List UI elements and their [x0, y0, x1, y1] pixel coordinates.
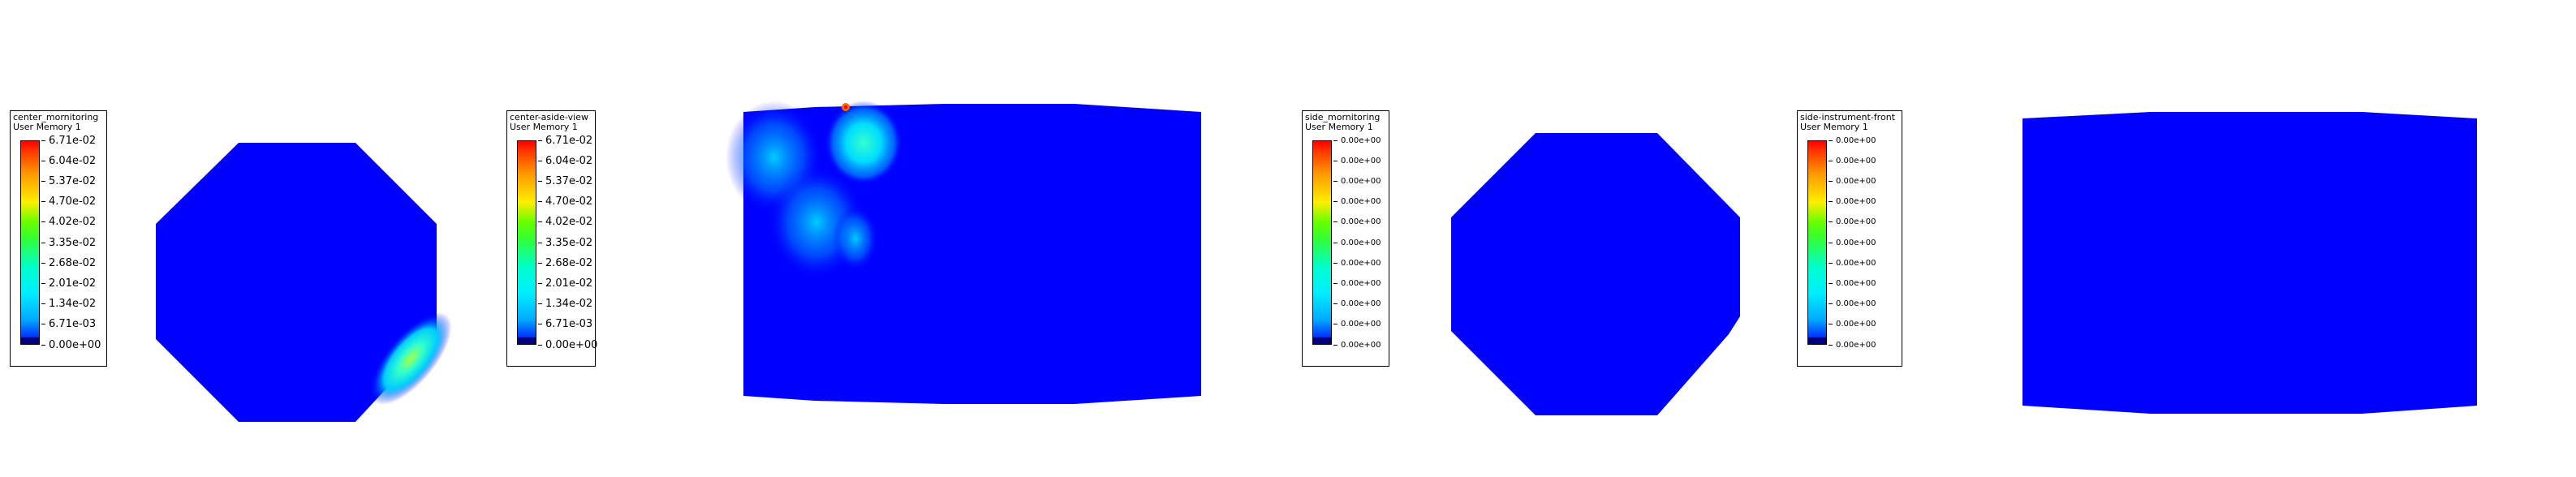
legend-tick: 1.34e-02 — [41, 298, 96, 310]
legend-tick: 1.34e-02 — [538, 298, 592, 310]
legend-ticks: 0.00e+00 0.00e+00 0.00e+00 0.00e+00 0.00… — [1333, 136, 1398, 350]
legend-tick: 0.00e+00 — [1829, 237, 1876, 248]
legend-tick: 0.00e+00 — [41, 339, 101, 351]
concentration-hotspot — [844, 105, 847, 109]
legend-tick: 0.00e+00 — [1333, 299, 1381, 310]
color-scale-bar — [1312, 140, 1332, 345]
legend-tick: 0.00e+00 — [1333, 175, 1381, 187]
side-domain — [2022, 112, 2477, 414]
legend-title: center_mornitoring — [13, 112, 99, 122]
legend-subtitle: User Memory 1 — [1305, 122, 1373, 132]
concentration-plume — [369, 312, 452, 405]
legend-tick: 3.35e-02 — [41, 237, 96, 249]
legend-ticks: 6.71e-02 6.04e-02 5.37e-02 4.70e-02 4.02… — [41, 135, 106, 351]
center-aside-view — [726, 101, 1201, 404]
legend-tick: 2.01e-02 — [538, 277, 592, 290]
color-scale-bar — [517, 140, 536, 345]
legend-title: side_mornitoring — [1305, 112, 1381, 122]
center-mornitoring-view — [156, 143, 452, 422]
legend-tick: 3.35e-02 — [538, 237, 592, 249]
legend-side-mornitoring: side_mornitoring User Memory 1 0.00e+00 … — [1302, 110, 1389, 367]
legend-ticks: 6.71e-02 6.04e-02 5.37e-02 4.70e-02 4.02… — [538, 135, 603, 351]
legend-tick: 0.00e+00 — [1333, 155, 1381, 166]
octagon-domain — [1451, 133, 1740, 415]
side-mornitoring-view — [1451, 133, 1740, 415]
color-scale-bar — [1807, 140, 1827, 345]
legend-center-aside-view: center-aside-view User Memory 1 6.71e-02… — [506, 110, 597, 367]
legend-tick: 0.00e+00 — [538, 339, 597, 351]
legend-tick: 4.70e-02 — [538, 196, 592, 208]
legend-subtitle: User Memory 1 — [13, 122, 81, 132]
side-instrument-front-view — [2022, 112, 2477, 414]
legend-tick: 6.04e-02 — [538, 155, 592, 167]
legend-tick: 6.04e-02 — [41, 155, 96, 167]
legend-tick: 6.71e-02 — [41, 135, 96, 147]
legend-tick: 0.00e+00 — [1333, 319, 1381, 330]
legend-tick: 0.00e+00 — [1829, 196, 1876, 208]
legend-tick: 0.00e+00 — [1333, 237, 1381, 248]
legend-tick: 4.02e-02 — [41, 216, 96, 228]
legend-tick: 0.00e+00 — [1829, 175, 1876, 187]
concentration-plume — [833, 206, 878, 271]
legend-tick: 0.00e+00 — [1829, 299, 1876, 310]
legend-subtitle: User Memory 1 — [510, 122, 578, 132]
legend-tick: 4.02e-02 — [538, 216, 592, 228]
legend-title: side-instrument-front — [1800, 112, 1895, 122]
legend-tick: 0.00e+00 — [1829, 217, 1876, 228]
legend-tick: 5.37e-02 — [538, 175, 592, 187]
legend-tick: 5.37e-02 — [41, 175, 96, 187]
legend-tick: 0.00e+00 — [1333, 257, 1381, 269]
legend-tick: 4.70e-02 — [41, 196, 96, 208]
legend-subtitle: User Memory 1 — [1800, 122, 1868, 132]
legend-tick: 2.01e-02 — [41, 277, 96, 290]
legend-tick: 2.68e-02 — [538, 257, 592, 269]
legend-tick: 0.00e+00 — [1829, 319, 1876, 330]
concentration-plume — [825, 101, 902, 185]
legend-tick: 6.71e-03 — [41, 318, 96, 330]
legend-tick: 0.00e+00 — [1333, 217, 1381, 228]
legend-ticks: 0.00e+00 0.00e+00 0.00e+00 0.00e+00 0.00… — [1829, 136, 1893, 350]
octagon-domain — [156, 143, 437, 422]
color-scale-bar — [20, 140, 40, 345]
legend-tick: 6.71e-03 — [538, 318, 592, 330]
legend-tick: 2.68e-02 — [41, 257, 96, 269]
legend-tick: 6.71e-02 — [538, 135, 592, 147]
legend-tick: 0.00e+00 — [1829, 339, 1876, 350]
legend-tick: 0.00e+00 — [1333, 339, 1381, 350]
legend-side-instrument-front: side-instrument-front User Memory 1 0.00… — [1797, 110, 1902, 367]
legend-tick: 0.00e+00 — [1829, 277, 1876, 289]
legend-tick: 0.00e+00 — [1333, 277, 1381, 289]
legend-tick: 0.00e+00 — [1829, 155, 1876, 166]
legend-center-mornitoring: center_mornitoring User Memory 1 6.71e-0… — [10, 110, 107, 367]
legend-tick: 0.00e+00 — [1829, 135, 1876, 146]
legend-tick: 0.00e+00 — [1333, 196, 1381, 208]
legend-tick: 0.00e+00 — [1829, 257, 1876, 269]
legend-title: center-aside-view — [510, 112, 588, 122]
legend-tick: 0.00e+00 — [1333, 135, 1381, 146]
